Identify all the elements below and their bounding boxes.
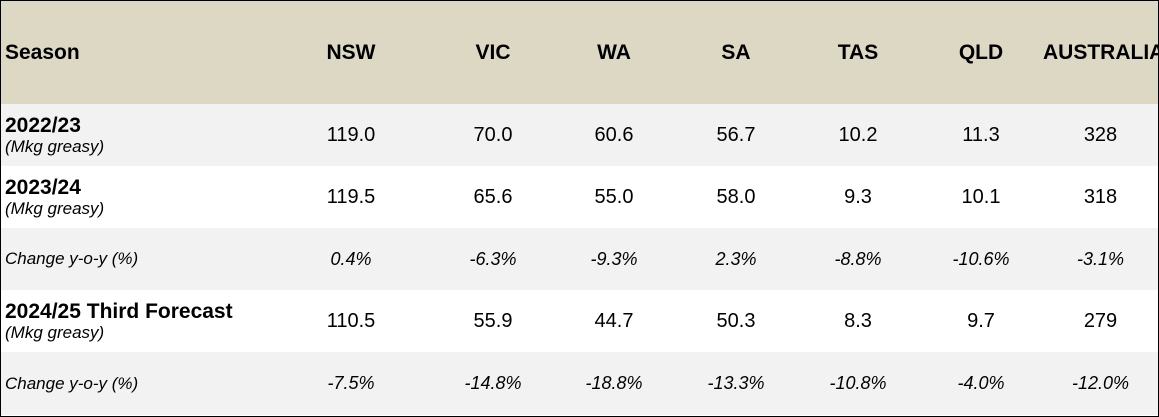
- row-label: Change y-o-y (%): [5, 373, 139, 393]
- cell-nsw: 0.4%: [330, 248, 372, 269]
- cell-tas: -8.8%: [834, 248, 882, 269]
- cell-wa: -18.8%: [585, 373, 643, 393]
- cell-australia: 328: [1083, 123, 1118, 146]
- cell-qld: 11.3: [962, 123, 1000, 146]
- row-label: 2022/23: [5, 113, 81, 137]
- header-row: Season NSW VIC WA SA TAS QLD AUSTRALIA: [1, 1, 1159, 104]
- header-qld: QLD: [958, 40, 1004, 64]
- cell-sa: 58.0: [716, 185, 756, 208]
- table-row: Change y-o-y (%) 0.4% -6.3% -9.3% 2.3% -…: [1, 228, 1158, 290]
- table-row: Change y-o-y (%) -7.5% -14.8% -18.8% -13…: [1, 352, 1158, 415]
- cell-nsw: -7.5%: [327, 373, 375, 393]
- header-sa: SA: [721, 40, 751, 64]
- row-label-cell: 2022/23 (Mkg greasy): [1, 104, 269, 166]
- cell-wa: 60.6: [594, 123, 634, 146]
- cell-australia: -3.1%: [1076, 248, 1125, 269]
- cell-nsw: 119.5: [326, 185, 376, 208]
- cell-qld: 10.1: [961, 185, 1001, 208]
- cell-tas: 9.3: [844, 185, 872, 208]
- row-label-cell: Change y-o-y (%): [1, 352, 269, 415]
- cell-tas: 8.3: [844, 309, 872, 332]
- header-australia: AUSTRALIA: [1043, 40, 1159, 64]
- cell-vic: 55.9: [473, 309, 513, 332]
- cell-qld: -4.0%: [957, 373, 1005, 393]
- row-label-cell: Change y-o-y (%): [1, 228, 269, 290]
- cell-australia: 318: [1083, 185, 1118, 208]
- cell-nsw: 119.0: [326, 123, 376, 146]
- header-vic: VIC: [475, 40, 511, 64]
- cell-sa: 2.3%: [715, 248, 757, 269]
- row-label: 2024/25 Third Forecast: [5, 299, 233, 323]
- header-tas: TAS: [837, 40, 879, 64]
- cell-qld: 9.7: [967, 309, 995, 332]
- header-nsw: NSW: [326, 40, 376, 64]
- table-row: 2022/23 (Mkg greasy) 119.0 70.0 60.6 56.…: [1, 104, 1158, 166]
- cell-wa: 55.0: [594, 185, 634, 208]
- row-sublabel: (Mkg greasy): [5, 136, 105, 156]
- cell-vic: 70.0: [473, 123, 513, 146]
- cell-sa: 50.3: [716, 309, 756, 332]
- table-row: 2023/24 (Mkg greasy) 119.5 65.6 55.0 58.…: [1, 166, 1158, 228]
- cell-qld: -10.6%: [952, 248, 1010, 269]
- cell-wa: 44.7: [594, 309, 634, 332]
- cell-australia: 279: [1083, 309, 1118, 332]
- row-label-cell: 2024/25 Third Forecast (Mkg greasy): [1, 290, 269, 352]
- cell-vic: 65.6: [473, 185, 513, 208]
- header-wa: WA: [597, 40, 631, 64]
- table-row: 2024/25 Third Forecast (Mkg greasy) 110.…: [1, 290, 1158, 352]
- cell-vic: -14.8%: [464, 373, 522, 393]
- row-sublabel: (Mkg greasy): [5, 322, 105, 342]
- cell-australia: -12.0%: [1071, 373, 1130, 393]
- cell-wa: -9.3%: [590, 248, 638, 269]
- row-label: 2023/24: [5, 175, 81, 199]
- cell-tas: -10.8%: [829, 373, 887, 393]
- cell-vic: -6.3%: [469, 248, 517, 269]
- cell-sa: 56.7: [716, 123, 756, 146]
- cell-sa: -13.3%: [707, 373, 765, 393]
- cell-nsw: 110.5: [326, 309, 376, 332]
- header-season: Season: [5, 40, 80, 64]
- row-label-cell: 2023/24 (Mkg greasy): [1, 166, 269, 228]
- row-sublabel: (Mkg greasy): [5, 198, 105, 218]
- row-label: Change y-o-y (%): [5, 249, 139, 268]
- cell-tas: 10.2: [838, 123, 878, 146]
